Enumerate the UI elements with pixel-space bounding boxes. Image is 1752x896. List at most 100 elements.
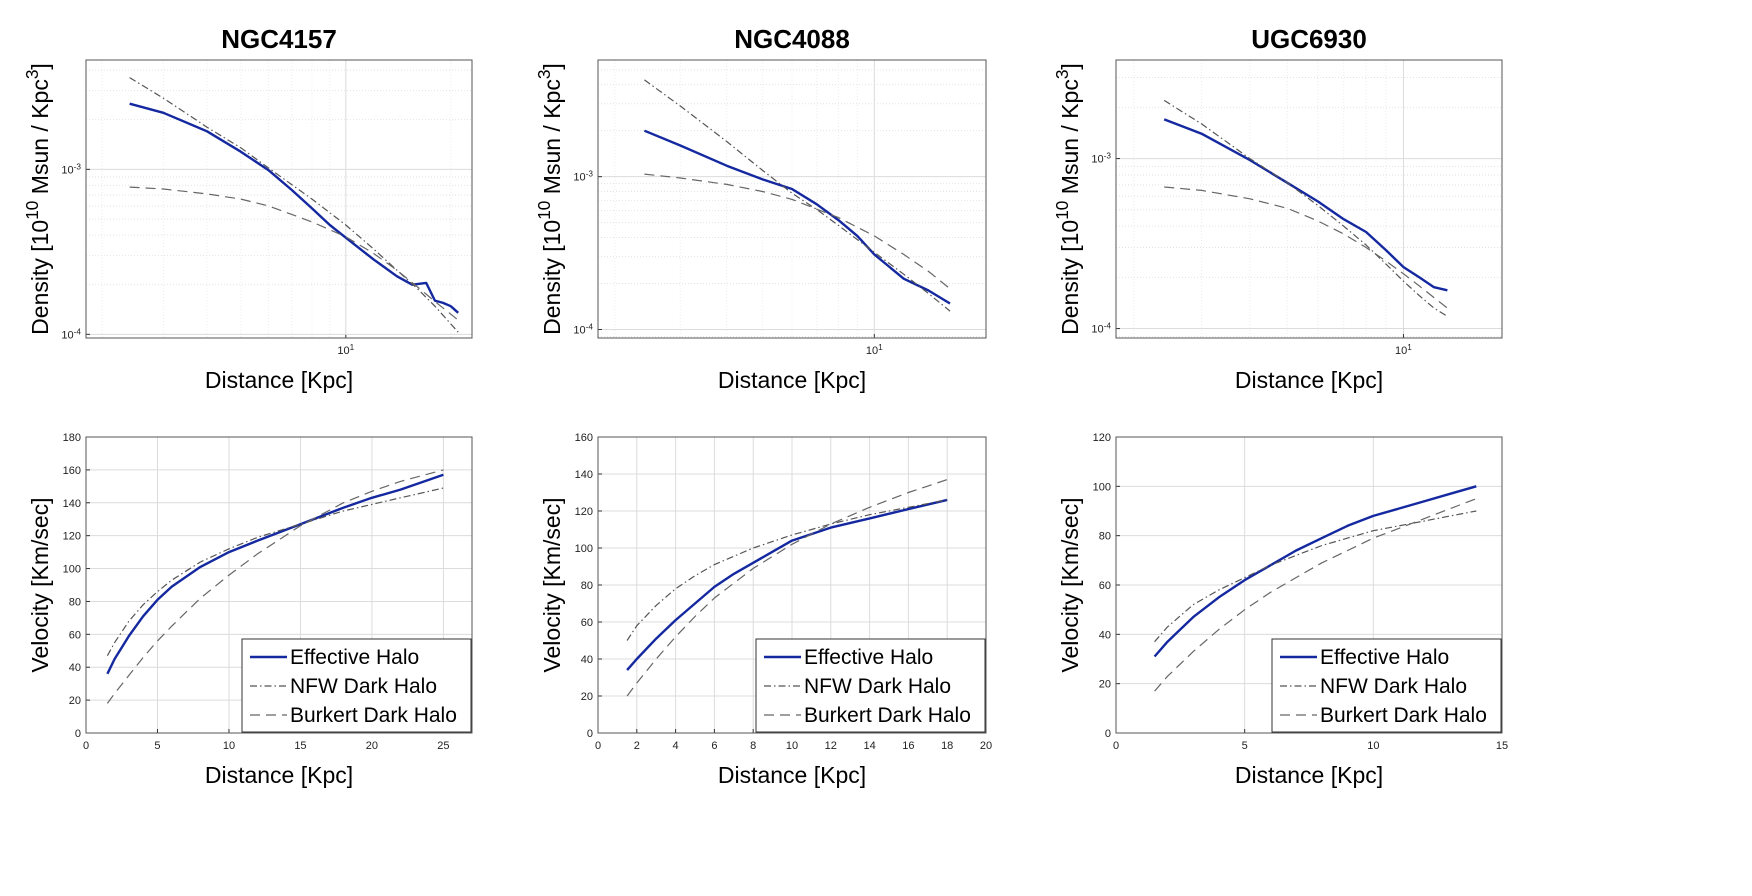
series-line-burkert <box>644 173 951 290</box>
x-tick-label: 18 <box>941 740 953 752</box>
legend-label: Effective Halo <box>1320 646 1449 669</box>
x-tick-label: 4 <box>673 740 679 752</box>
axes-frame <box>597 436 987 734</box>
y-axis-label: Velocity [Km/sec] <box>539 497 565 672</box>
y-tick-label: 80 <box>581 580 593 592</box>
x-tick-label: 15 <box>294 740 306 752</box>
x-tick-label: 101 <box>866 343 883 358</box>
y-tick-label: 40 <box>581 654 593 666</box>
series-line-nfw <box>1154 510 1477 643</box>
x-tick-label: 0 <box>1113 740 1119 752</box>
x-tick-label: 20 <box>366 740 378 752</box>
series-line-nfw <box>106 487 444 656</box>
y-tick-label: 120 <box>575 506 593 518</box>
legend-label: Burkert Dark Halo <box>290 704 457 727</box>
chart-title: NGC4088 <box>734 24 850 54</box>
series-line-effective <box>1163 118 1448 292</box>
y-tick-label: 60 <box>1099 580 1111 592</box>
y-tick-label: 10-4 <box>61 327 81 342</box>
x-tick-label: 2 <box>634 740 640 752</box>
x-axis-label: Distance [Kpc] <box>1235 762 1383 788</box>
y-tick-label: 120 <box>63 531 81 543</box>
x-tick-label: 25 <box>437 740 449 752</box>
y-tick-label: 0 <box>587 728 593 740</box>
y-tick-label: 120 <box>1093 432 1111 444</box>
y-tick-label: 140 <box>575 469 593 481</box>
x-tick-label: 12 <box>825 740 837 752</box>
legend-label: NFW Dark Halo <box>804 675 951 698</box>
series-line-burkert <box>626 479 948 697</box>
chart-ugc6930-density: 101 10-4 10-3 UGC6930 Distance [Kpc] Density … <box>1052 24 1503 393</box>
y-axis-label: Density [1010 Msun / Kpc3] <box>22 63 53 335</box>
y-tick-label: 80 <box>69 596 81 608</box>
y-tick-label: 10-3 <box>1091 151 1111 166</box>
series-line-nfw <box>129 77 459 333</box>
x-axis-label: Distance [Kpc] <box>205 367 353 393</box>
x-axis-label: Distance [Kpc] <box>718 367 866 393</box>
y-tick-label: 0 <box>75 728 81 740</box>
x-tick-label: 0 <box>83 740 89 752</box>
y-tick-label: 10-3 <box>61 162 81 177</box>
y-tick-label: 60 <box>581 617 593 629</box>
x-tick-label: 16 <box>902 740 914 752</box>
series-line-burkert <box>1154 498 1477 692</box>
y-tick-label: 160 <box>63 465 81 477</box>
chart-ngc4088-velocity: 0 2 4 6 8 10 12 14 16 18 20 0 20 40 60 80 100 120 140 160 Di… <box>539 432 992 788</box>
legend-label: NFW Dark Halo <box>290 675 437 698</box>
chart-ngc4157-velocity: 0 5 10 15 20 25 0 20 40 60 80 100 120 140 160 180 Distan… <box>27 432 473 788</box>
legend-box <box>755 638 986 733</box>
series-line-effective <box>106 473 444 675</box>
series-line-effective <box>129 102 459 314</box>
y-tick-label: 60 <box>69 629 81 641</box>
y-axis-label: Density [1010 Msun / Kpc3] <box>1052 63 1083 335</box>
series-line-burkert <box>1164 186 1448 309</box>
series-line-effective <box>626 498 948 671</box>
chart-ngc4157-density: 101 10-4 10-3 NGC4157 Distance [Kpc] Density … <box>22 24 473 393</box>
x-tick-label: 8 <box>750 740 756 752</box>
x-axis-label: Distance [Kpc] <box>205 762 353 788</box>
legend: Effective Halo NFW Dark Halo Burkert Dark … <box>755 638 986 733</box>
x-tick-label: 15 <box>1496 740 1508 752</box>
x-tick-label: 5 <box>154 740 160 752</box>
y-tick-label: 100 <box>575 543 593 555</box>
y-axis-label: Density [1010 Msun / Kpc3] <box>534 63 565 335</box>
series-line-burkert <box>129 186 459 321</box>
x-tick-label: 10 <box>1367 740 1379 752</box>
y-tick-label: 10-3 <box>573 169 593 184</box>
x-axis-label: Distance [Kpc] <box>1235 367 1383 393</box>
axes-frame <box>1115 436 1503 734</box>
y-tick-label: 10-4 <box>1091 321 1111 336</box>
legend: Effective Halo NFW Dark Halo Burkert Dark … <box>241 638 472 733</box>
series-line-burkert <box>106 469 444 704</box>
x-tick-label: 101 <box>337 343 354 358</box>
x-tick-label: 10 <box>223 740 235 752</box>
y-tick-label: 20 <box>69 695 81 707</box>
y-tick-label: 20 <box>1099 679 1111 691</box>
legend-label: NFW Dark Halo <box>1320 675 1467 698</box>
chart-ugc6930-velocity: 0 5 10 15 0 20 40 60 80 100 120 Distance [Kpc] Veloc… <box>1057 432 1508 788</box>
chart-ngc4088-density: 101 10-4 10-3 NGC4088 Distance [Kpc] Density … <box>534 24 987 393</box>
legend-label: Effective Halo <box>804 646 933 669</box>
legend: Effective Halo NFW Dark Halo Burkert Dark … <box>1271 638 1502 733</box>
x-tick-label: 14 <box>863 740 875 752</box>
axes-frame <box>597 59 987 339</box>
x-tick-label: 6 <box>711 740 717 752</box>
x-tick-label: 10 <box>786 740 798 752</box>
y-tick-label: 40 <box>69 662 81 674</box>
y-axis-label: Velocity [Km/sec] <box>27 497 53 672</box>
axes-frame <box>1115 59 1503 339</box>
series-line-nfw <box>644 79 951 312</box>
y-axis-label: Velocity [Km/sec] <box>1057 497 1083 672</box>
y-tick-label: 10-4 <box>573 322 593 337</box>
x-tick-label: 101 <box>1395 343 1412 358</box>
axes-frame <box>85 59 473 339</box>
legend-label: Burkert Dark Halo <box>804 704 971 727</box>
legend-label: Burkert Dark Halo <box>1320 704 1487 727</box>
legend-label: Effective Halo <box>290 646 419 669</box>
series-line-nfw <box>1163 99 1448 317</box>
chart-title: UGC6930 <box>1251 24 1367 54</box>
series-line-effective <box>643 129 951 305</box>
y-tick-label: 80 <box>1099 531 1111 543</box>
x-tick-label: 5 <box>1242 740 1248 752</box>
